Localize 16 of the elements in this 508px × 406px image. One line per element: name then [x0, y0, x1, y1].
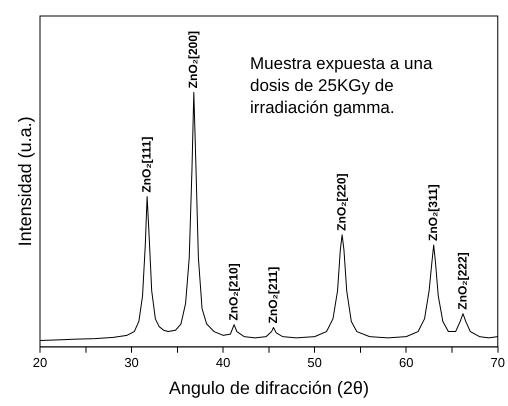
- annotation: ZnO₂[222]: [455, 252, 470, 310]
- annotation: ZnO₂[311]: [426, 184, 440, 242]
- annotation: Muestra expuesta a una dosis de 25KGy de irradiación gamma.: [250, 54, 433, 118]
- annotation: ZnO₂[210]: [226, 263, 240, 321]
- x-tick-label: 70: [490, 355, 506, 370]
- x-tick-label: 30: [124, 355, 139, 370]
- annotation: ZnO₂[200]: [186, 30, 200, 88]
- x-tick-label: 20: [32, 355, 48, 370]
- x-tick-label: 40: [216, 355, 230, 370]
- x-tick-label: 60: [398, 355, 414, 370]
- annotation: ZnO₂[111]: [139, 136, 154, 193]
- annotation: ZnO₂[220]: [334, 173, 348, 231]
- x-axis-title: Angulo de difracción (2θ): [168, 378, 369, 398]
- x-tick-label: 50: [307, 355, 322, 370]
- y-axis-title: Intensidad (u.a.): [14, 116, 35, 246]
- annotation: ZnO₂[211]: [266, 266, 280, 324]
